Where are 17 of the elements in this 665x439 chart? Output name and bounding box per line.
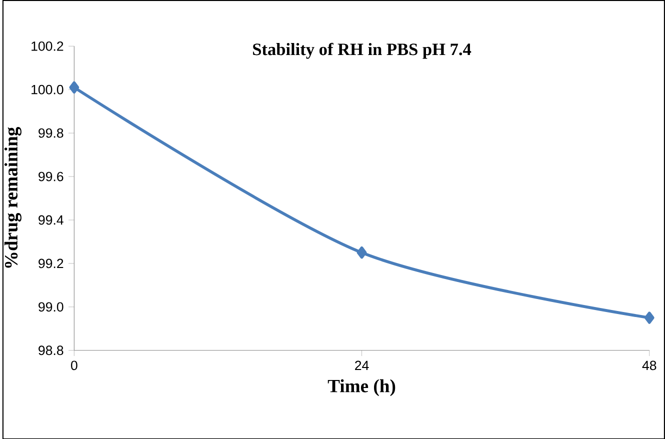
chart-title: Stability of RH in PBS pH 7.4 xyxy=(253,42,472,59)
y-tick-label: 100.0 xyxy=(32,84,64,94)
point xyxy=(356,246,367,259)
x-axis-title: Time (h) xyxy=(328,379,396,396)
y-tick-label: 100.2 xyxy=(32,41,64,51)
point xyxy=(69,81,80,94)
y-axis-title: %drug remaining xyxy=(4,126,22,268)
y-tick-label: 99.8 xyxy=(38,128,64,138)
point xyxy=(644,311,654,324)
y-tick-label: 99.4 xyxy=(38,215,64,224)
x-tick-label: 48 xyxy=(642,360,656,370)
x-tick-label: 24 xyxy=(355,360,369,370)
y-tick-label: 99.6 xyxy=(38,172,64,182)
y-tick-label: 98.8 xyxy=(38,345,64,355)
y-tick-label: 99.0 xyxy=(38,302,64,312)
x-tick-label: 0 xyxy=(70,360,78,370)
y-tick-label: 99.2 xyxy=(38,258,64,268)
